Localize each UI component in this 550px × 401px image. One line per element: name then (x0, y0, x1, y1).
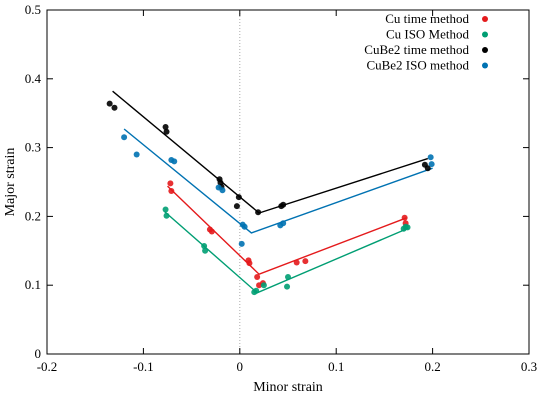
data-point (219, 187, 226, 194)
y-axis-label: Major strain (3, 148, 18, 217)
plot-frame (46, 9, 530, 355)
data-point (428, 161, 435, 168)
data-point (280, 220, 287, 227)
legend-marker (482, 31, 488, 38)
data-point (168, 187, 175, 194)
fit-line (164, 211, 409, 294)
data-point (167, 180, 174, 187)
x-tick-label: -0.1 (133, 359, 154, 374)
data-point (233, 203, 240, 210)
data-point (246, 260, 253, 267)
x-tick-label: -0.2 (37, 359, 58, 374)
y-tick-label: 0 (35, 346, 42, 361)
data-point (163, 212, 170, 219)
y-tick-label: 0.1 (25, 277, 41, 292)
data-point (427, 154, 434, 161)
data-point (201, 242, 208, 249)
x-tick-label: 0.2 (424, 359, 440, 374)
data-point (162, 123, 169, 130)
data-point (106, 100, 113, 107)
data-point (121, 134, 128, 141)
fit-line (112, 90, 429, 214)
data-point (133, 151, 140, 158)
data-point (253, 287, 260, 294)
legend-label: CuBe2 time method (364, 42, 469, 57)
fit-line (167, 185, 407, 276)
data-point (284, 283, 291, 290)
x-tick-label: 0.1 (328, 359, 344, 374)
legend-marker (482, 47, 488, 53)
data-point (163, 128, 170, 135)
data-point (241, 223, 248, 230)
data-point (202, 247, 209, 254)
data-point (424, 165, 431, 172)
data-point (404, 224, 411, 231)
data-point (238, 240, 245, 247)
y-tick-label: 0.5 (25, 2, 41, 17)
x-axis-label: Minor strain (253, 380, 323, 395)
y-tick-label: 0.2 (25, 208, 41, 223)
data-point (285, 273, 291, 280)
axis-ticks: -0.2 -0.1 0 0.1 0.2 0.3 0 0.1 0.2 0.3 0.4 0.5 (25, 2, 537, 374)
legend-label: Cu time method (385, 11, 469, 26)
x-tick-label: 0 (237, 359, 244, 374)
data-point (302, 258, 309, 265)
data-point (255, 209, 262, 216)
data-point (208, 228, 215, 235)
data-point (111, 104, 118, 111)
fit-line (123, 128, 433, 234)
data-point (171, 158, 178, 165)
data-point (293, 259, 300, 266)
legend-marker (482, 16, 488, 22)
fit-lines (112, 90, 433, 294)
data-points (106, 100, 435, 296)
data-point (260, 282, 267, 289)
legend-label: Cu ISO Method (386, 27, 470, 42)
data-point (162, 206, 169, 213)
y-tick-label: 0.3 (25, 140, 41, 155)
y-tick-label: 0.4 (25, 71, 42, 86)
legend-label: CuBe2 ISO method (366, 58, 469, 73)
data-point (280, 201, 287, 208)
x-tick-label: 0.3 (521, 359, 537, 374)
data-point (254, 273, 261, 280)
data-point (235, 194, 242, 201)
legend-marker (482, 62, 488, 69)
data-point (401, 214, 408, 221)
